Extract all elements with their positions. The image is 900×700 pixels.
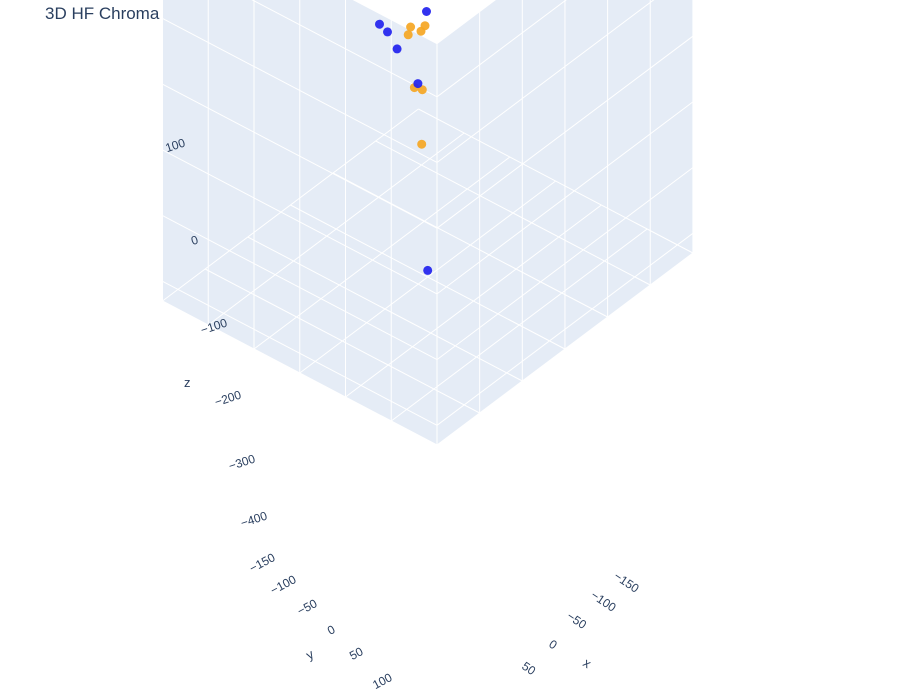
data-point <box>420 21 430 31</box>
gridline <box>436 0 567 98</box>
data-point <box>383 27 392 37</box>
data-point <box>417 139 427 149</box>
y-tick-label: 0 <box>325 622 338 638</box>
gridline <box>251 0 438 98</box>
gridline <box>436 167 694 360</box>
x-tick-label: 50 <box>519 659 538 678</box>
data-point <box>422 7 431 16</box>
data-points <box>375 7 433 275</box>
data-point <box>406 22 416 32</box>
y-tick-label: 100 <box>370 670 395 692</box>
data-point <box>375 19 384 29</box>
gridline <box>162 280 438 426</box>
gridline <box>162 300 438 446</box>
z-tick-label: 0 <box>189 232 200 247</box>
z-tick-label: −300 <box>227 451 257 473</box>
x-tick-label: 0 <box>546 637 560 653</box>
gridline <box>204 268 480 414</box>
x-tick-label: −50 <box>564 609 589 632</box>
x-axis-title: x <box>580 655 594 671</box>
gridline <box>332 172 608 318</box>
y-tick-label: −150 <box>247 550 278 575</box>
y-tick-label: −100 <box>268 572 299 597</box>
gridline <box>162 83 438 229</box>
gridline <box>436 232 694 426</box>
y-tick-label: −50 <box>295 596 320 618</box>
gridline <box>418 108 694 254</box>
gridline <box>162 149 438 295</box>
data-point <box>423 265 433 275</box>
gridline <box>436 0 655 163</box>
z-tick-label: −400 <box>239 508 269 530</box>
scene-gridlines <box>162 0 694 446</box>
z-axis-title: z <box>184 375 191 390</box>
z-tick-label: 100 <box>164 135 188 155</box>
y-tick-label: 50 <box>347 644 366 663</box>
gridline <box>436 35 694 229</box>
x-tick-label: −150 <box>611 569 642 596</box>
gridline <box>162 18 438 163</box>
data-point <box>403 30 413 40</box>
data-point <box>392 44 402 54</box>
data-point <box>413 79 423 89</box>
gridline <box>290 204 566 350</box>
gridline <box>162 215 438 361</box>
gridline <box>247 236 523 382</box>
z-tick-label: −200 <box>213 387 243 409</box>
gridline <box>436 101 694 295</box>
x-tick-label: −100 <box>588 588 619 615</box>
gridline <box>375 140 651 286</box>
y-axis-title: y <box>303 646 316 663</box>
